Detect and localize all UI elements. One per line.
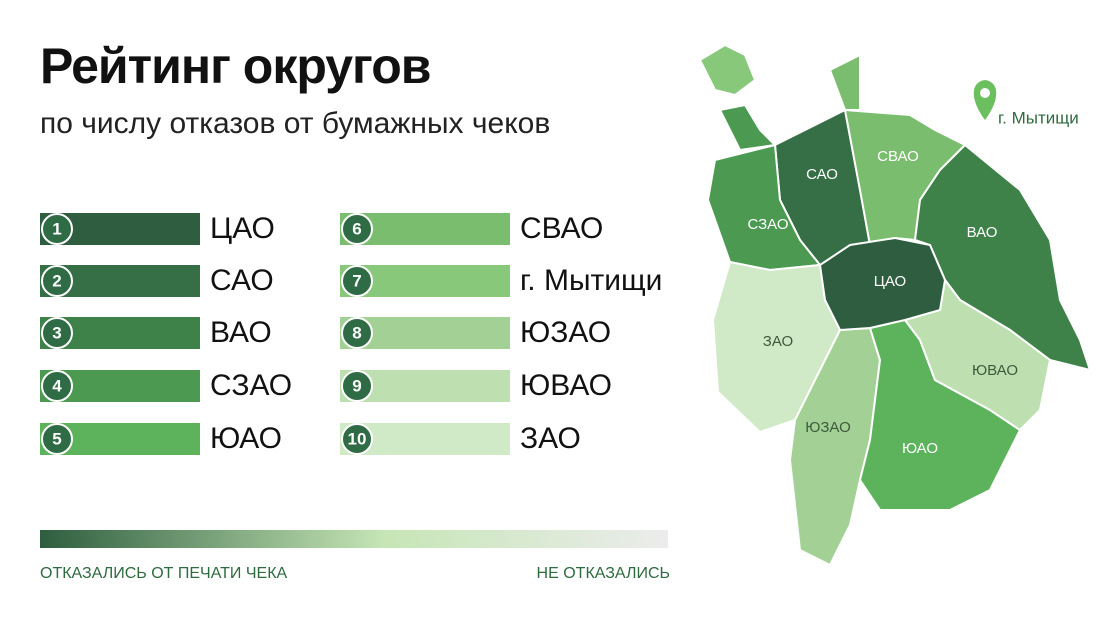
rank-number: 8 xyxy=(352,323,361,342)
rank-badge xyxy=(341,213,373,245)
map-label: ЮЗАО xyxy=(805,419,851,436)
map-region xyxy=(698,43,757,97)
rank-badge xyxy=(341,317,373,349)
scale-right-label: НЕ ОТКАЗАЛИСЬ xyxy=(537,565,670,582)
rank-badge xyxy=(341,370,373,402)
map-label: САО xyxy=(806,166,838,183)
rank-number: 10 xyxy=(348,429,367,448)
rank-number: 1 xyxy=(52,219,61,238)
map-label: ЗАО xyxy=(763,333,793,350)
map-label: СВАО xyxy=(877,148,919,165)
map-label: ЮВАО xyxy=(972,362,1018,379)
rank-name: СВАО xyxy=(520,212,603,245)
rank-name: ЮАО xyxy=(210,422,282,455)
map-pin-label: г. Мытищи xyxy=(998,108,1079,127)
map-label: ВАО xyxy=(967,224,998,241)
rank-name: ВАО xyxy=(210,316,272,349)
rank-badge xyxy=(41,213,73,245)
title: Рейтинг округов xyxy=(40,38,431,94)
map-region xyxy=(718,103,778,152)
rank-number: 9 xyxy=(352,376,361,395)
map-region xyxy=(818,236,947,332)
rank-name: г. Мытищи xyxy=(520,264,662,297)
map-region xyxy=(828,53,861,111)
rank-number: 6 xyxy=(352,219,361,238)
rank-number: 7 xyxy=(352,271,361,290)
rank-badge xyxy=(41,317,73,349)
rank-number: 4 xyxy=(52,376,62,395)
rank-badge xyxy=(341,265,373,297)
map-label: ЦАО xyxy=(874,273,906,290)
map-pin xyxy=(973,80,997,120)
map-pin-dot xyxy=(980,88,990,98)
rank-name: ЮВАО xyxy=(520,369,612,402)
rank-badge xyxy=(41,265,73,297)
rank-name: ЦАО xyxy=(210,212,275,245)
rank-badge xyxy=(341,423,373,455)
rank-name: СЗАО xyxy=(210,369,292,402)
rank-number: 5 xyxy=(52,429,61,448)
map-label: СЗАО xyxy=(747,216,788,233)
rank-name: ЮЗАО xyxy=(520,316,611,349)
map-label: ЮАО xyxy=(902,440,938,457)
rank-number: 2 xyxy=(52,271,61,290)
ranking: 1 ЦАО 2 САО 3 ВАО 4 СЗАО 5 ЮАО 6 СВАО 7 г. Мытищи 8 ЮЗА… xyxy=(40,212,662,455)
map-labels: ЦАО САО ВАО СЗАО ЮАО СВАО ЮЗАО ЮВАО ЗАО xyxy=(747,148,1018,457)
subtitle: по числу отказов от бумажных чеков xyxy=(40,107,550,140)
rank-number: 3 xyxy=(52,323,61,342)
map xyxy=(698,43,1092,567)
rank-badge xyxy=(41,423,73,455)
scale-left-label: ОТКАЗАЛИСЬ ОТ ПЕЧАТИ ЧЕКА xyxy=(40,565,288,582)
rank-name: ЗАО xyxy=(520,422,581,455)
rank-name: САО xyxy=(210,264,274,297)
scale-bar xyxy=(40,530,668,548)
rank-badge xyxy=(41,370,73,402)
